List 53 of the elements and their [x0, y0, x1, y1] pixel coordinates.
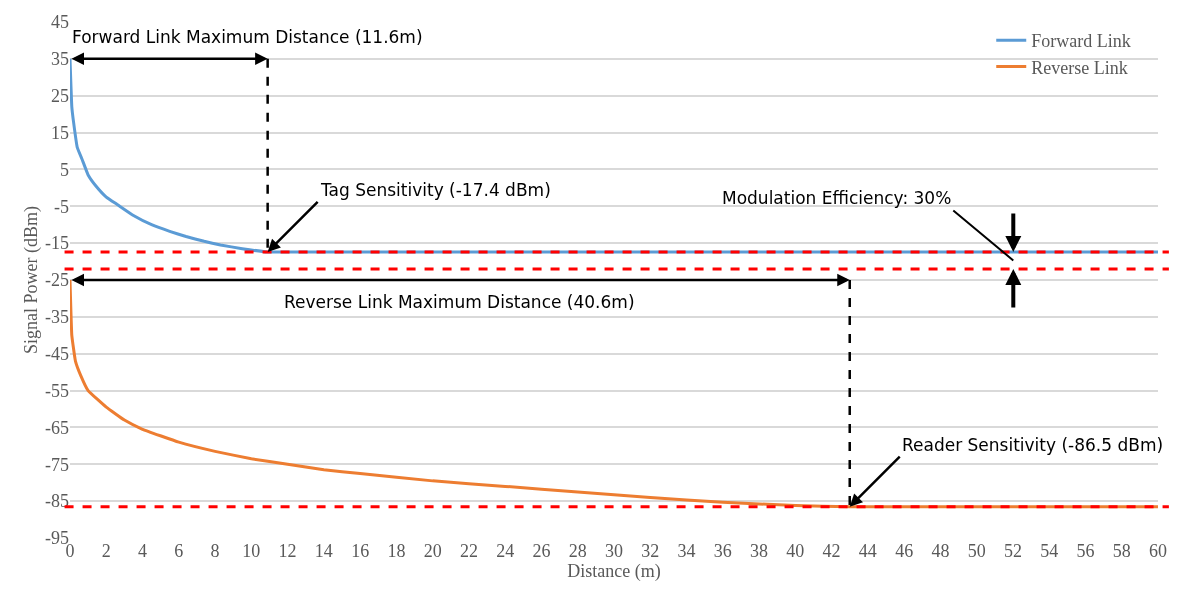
annotation: Tag Sensitivity (-17.4 dBm) [320, 180, 551, 200]
annotation: Modulation Efficiency: 30% [722, 188, 952, 208]
x-tick-label: 46 [895, 541, 914, 561]
x-tick-label: 18 [387, 541, 406, 561]
x-tick-label: 30 [605, 541, 623, 561]
x-tick-label: 20 [423, 541, 442, 561]
x-tick-label: 14 [314, 541, 333, 561]
x-tick-label: 44 [858, 541, 877, 561]
x-axis-title: Distance (m) [567, 561, 661, 583]
x-tick-label: 24 [496, 541, 515, 561]
x-tick-label: 48 [931, 541, 950, 561]
x-tick-label: 52 [1003, 541, 1022, 561]
x-tick-label: 56 [1076, 541, 1095, 561]
y-tick-label: -35 [45, 307, 69, 328]
y-axis-title: Signal Power (dBm) [21, 206, 43, 354]
legend-label: Forward Link [1031, 31, 1131, 52]
x-tick-label: 4 [138, 541, 148, 561]
x-tick-label: 2 [101, 541, 111, 561]
x-tick-label: 34 [677, 541, 696, 561]
annotation: Forward Link Maximum Distance (11.6m) [72, 27, 423, 47]
legend-label: Reverse Link [1031, 57, 1128, 78]
x-tick-label: 26 [532, 541, 551, 561]
x-tick-label: 12 [278, 541, 297, 561]
y-tick-label: -45 [45, 344, 69, 365]
x-tick-label: 54 [1040, 541, 1059, 561]
annotation: Reverse Link Maximum Distance (40.6m) [284, 292, 635, 312]
y-tick-label: -25 [45, 270, 69, 291]
y-tick-label: -55 [45, 380, 69, 401]
y-tick-label: -65 [45, 417, 69, 438]
x-tick-label: 60 [1149, 541, 1167, 561]
annotation: Reader Sensitivity (-86.5 dBm) [902, 435, 1164, 455]
x-tick-label: 8 [210, 541, 220, 561]
y-tick-label: -85 [45, 491, 69, 512]
x-tick-label: 50 [967, 541, 986, 561]
x-tick-label: 32 [641, 541, 660, 561]
y-tick-label: -75 [45, 454, 69, 475]
x-tick-label: 28 [568, 541, 587, 561]
x-tick-label: 10 [242, 541, 261, 561]
y-tick-label: 45 [51, 12, 69, 33]
x-tick-label: 38 [750, 541, 769, 561]
x-tick-label: 58 [1112, 541, 1131, 561]
x-tick-label: 6 [174, 541, 184, 561]
y-tick-label: -15 [45, 233, 69, 254]
y-tick-label: 35 [51, 49, 69, 70]
y-tick-label: 5 [60, 159, 69, 180]
x-tick-label: 36 [713, 541, 732, 561]
x-tick-label: 16 [351, 541, 370, 561]
y-tick-label: 25 [51, 86, 69, 107]
y-tick-label: -5 [54, 196, 69, 217]
x-tick-label: 22 [459, 541, 478, 561]
y-tick-label: 15 [51, 122, 69, 143]
x-tick-label: 40 [786, 541, 805, 561]
x-tick-label: 42 [822, 541, 841, 561]
